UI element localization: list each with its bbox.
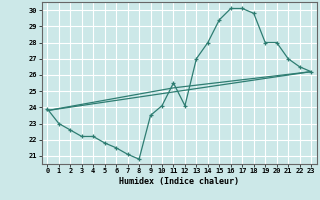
X-axis label: Humidex (Indice chaleur): Humidex (Indice chaleur) (119, 177, 239, 186)
